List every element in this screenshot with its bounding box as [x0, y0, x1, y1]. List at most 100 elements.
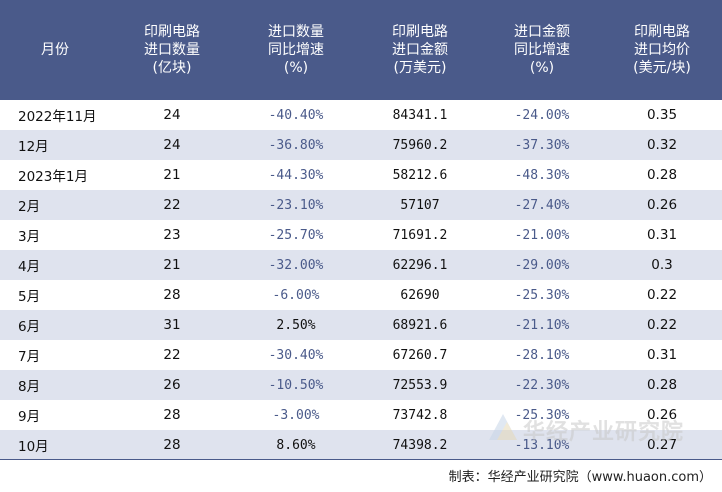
amount-growth-cell: -25.30% — [514, 407, 570, 423]
amount-cell: 57107 — [400, 197, 440, 213]
month-cell: 5月 — [18, 289, 41, 305]
header-line: 进口数量 — [144, 42, 200, 58]
month-cell: 4月 — [18, 259, 41, 275]
qty-growth-cell: -44.30% — [268, 167, 324, 183]
amount-growth-cell: -21.00% — [514, 227, 570, 243]
amount-cell: 74398.2 — [392, 437, 448, 453]
month-cell: 2022年11月 — [18, 109, 97, 125]
qty-growth-cell: -25.70% — [268, 227, 324, 243]
header-line: 进口数量 — [268, 24, 324, 40]
amount-growth-cell: -29.00% — [514, 257, 570, 273]
table-row: 6月 31 2.50% 68921.6 -21.10% 0.22 — [0, 310, 722, 340]
month-cell: 12月 — [18, 139, 49, 155]
table-row: 12月 24 -36.80% 75960.2 -37.30% 0.32 — [0, 130, 722, 160]
amount-growth-cell: -24.00% — [514, 107, 570, 123]
month-cell: 3月 — [18, 229, 41, 245]
header-line: 进口金额 — [514, 24, 570, 40]
amount-cell: 58212.6 — [392, 167, 448, 183]
qty-cell: 24 — [163, 107, 181, 123]
qty-cell: 31 — [163, 317, 181, 333]
qty-growth-cell: -10.50% — [268, 377, 324, 393]
amount-growth-cell: -21.10% — [514, 317, 570, 333]
price-cell: 0.35 — [646, 107, 678, 123]
amount-growth-cell: -37.30% — [514, 137, 570, 153]
table-row: 5月 28 -6.00% 62690 -25.30% 0.22 — [0, 280, 722, 310]
month-cell: 7月 — [18, 349, 41, 365]
header-line: 同比增速 — [268, 42, 324, 58]
month-cell: 2023年1月 — [18, 169, 88, 185]
qty-cell: 26 — [163, 377, 181, 393]
table-header: 月份 印刷电路 进口数量 (亿块) 进口数量 同比增速 (%) 印刷电路 进口金… — [0, 0, 722, 100]
table-bottom-border — [0, 459, 722, 460]
amount-growth-cell: -27.40% — [514, 197, 570, 213]
amount-cell: 75960.2 — [392, 137, 448, 153]
month-cell: 9月 — [18, 409, 41, 425]
header-row: 月份 印刷电路 进口数量 (亿块) 进口数量 同比增速 (%) 印刷电路 进口金… — [0, 0, 722, 100]
qty-growth-cell: -6.00% — [272, 287, 320, 303]
amount-growth-cell: -13.10% — [514, 437, 570, 453]
table-row: 9月 28 -3.00% 73742.8 -25.30% 0.26 — [0, 400, 722, 430]
header-line: 进口均价 — [634, 42, 690, 58]
header-line: 印刷电路 — [392, 24, 448, 40]
price-cell: 0.31 — [646, 347, 678, 363]
amount-cell: 62690 — [400, 287, 440, 303]
price-cell: 0.32 — [646, 137, 678, 153]
amount-cell: 71691.2 — [392, 227, 448, 243]
qty-growth-cell: -40.40% — [268, 107, 324, 123]
table-row: 2023年1月 21 -44.30% 58212.6 -48.30% 0.28 — [0, 160, 722, 190]
amount-cell: 84341.1 — [392, 107, 448, 123]
table-row: 7月 22 -30.40% 67260.7 -28.10% 0.31 — [0, 340, 722, 370]
pcb-import-table: 月份 印刷电路 进口数量 (亿块) 进口数量 同比增速 (%) 印刷电路 进口金… — [0, 0, 722, 460]
amount-cell: 68921.6 — [392, 317, 448, 333]
price-cell: 0.31 — [646, 227, 678, 243]
price-cell: 0.26 — [646, 197, 678, 213]
price-cell: 0.22 — [646, 317, 678, 333]
header-qty-growth: 进口数量 同比增速 (%) — [234, 0, 358, 100]
qty-growth-cell: 2.50% — [276, 317, 316, 333]
table-body: 2022年11月 24 -40.40% 84341.1 -24.00% 0.35 12月 24… — [0, 100, 722, 460]
amount-cell: 72553.9 — [392, 377, 448, 393]
table-row: 2022年11月 24 -40.40% 84341.1 -24.00% 0.35 — [0, 100, 722, 130]
header-month: 月份 — [0, 0, 110, 100]
header-line: 印刷电路 — [634, 24, 690, 40]
amount-growth-cell: -28.10% — [514, 347, 570, 363]
price-cell: 0.26 — [646, 407, 678, 423]
amount-growth-cell: -25.30% — [514, 287, 570, 303]
amount-cell: 62296.1 — [392, 257, 448, 273]
table-row: 10月 28 8.60% 74398.2 -13.10% 0.27 — [0, 430, 722, 460]
amount-cell: 67260.7 — [392, 347, 448, 363]
qty-cell: 23 — [163, 227, 181, 243]
month-cell: 10月 — [18, 439, 49, 455]
month-cell: 2月 — [18, 199, 41, 215]
qty-growth-cell: 8.60% — [276, 437, 316, 453]
price-cell: 0.28 — [646, 377, 678, 393]
header-line: (%) — [529, 60, 555, 76]
amount-cell: 73742.8 — [392, 407, 448, 423]
table-row: 4月 21 -32.00% 62296.1 -29.00% 0.3 — [0, 250, 722, 280]
header-line: (美元/块) — [633, 60, 691, 76]
header-qty: 印刷电路 进口数量 (亿块) — [110, 0, 234, 100]
footer-credit: 制表：华经产业研究院（www.huaon.com） — [448, 470, 712, 485]
price-cell: 0.3 — [651, 257, 673, 273]
qty-cell: 28 — [163, 287, 181, 303]
amount-growth-cell: -22.30% — [514, 377, 570, 393]
import-table-container: 月份 印刷电路 进口数量 (亿块) 进口数量 同比增速 (%) 印刷电路 进口金… — [0, 0, 722, 460]
table-row: 2月 22 -23.10% 57107 -27.40% 0.26 — [0, 190, 722, 220]
table-row: 8月 26 -10.50% 72553.9 -22.30% 0.28 — [0, 370, 722, 400]
qty-growth-cell: -32.00% — [268, 257, 324, 273]
qty-cell: 28 — [163, 407, 181, 423]
header-line: 印刷电路 — [144, 24, 200, 40]
qty-cell: 21 — [163, 257, 181, 273]
header-amount-growth: 进口金额 同比增速 (%) — [482, 0, 602, 100]
qty-growth-cell: -36.80% — [268, 137, 324, 153]
qty-cell: 24 — [163, 137, 181, 153]
header-month-label: 月份 — [41, 42, 69, 58]
header-line: (%) — [283, 60, 309, 76]
amount-growth-cell: -48.30% — [514, 167, 570, 183]
header-line: (亿块) — [152, 60, 192, 76]
qty-growth-cell: -30.40% — [268, 347, 324, 363]
price-cell: 0.27 — [646, 437, 678, 453]
qty-growth-cell: -3.00% — [272, 407, 320, 423]
price-cell: 0.22 — [646, 287, 678, 303]
qty-growth-cell: -23.10% — [268, 197, 324, 213]
